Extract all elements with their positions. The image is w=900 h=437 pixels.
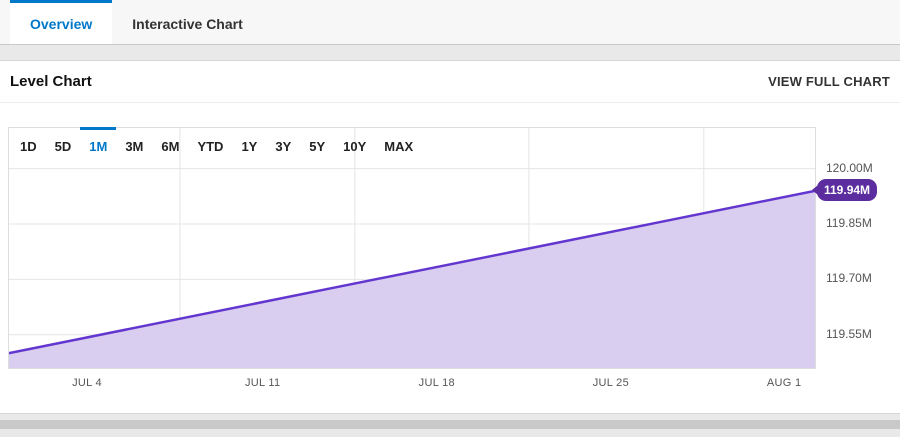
range-button-6m[interactable]: 6M <box>161 139 180 154</box>
x-axis-label: JUL 25 <box>592 377 629 389</box>
tabbar: Overview Interactive Chart <box>0 0 900 45</box>
chart-svg <box>9 128 815 368</box>
range-button-1d[interactable]: 1D <box>20 139 37 154</box>
panel-title: Level Chart <box>10 73 92 90</box>
section-divider-bar <box>0 420 900 429</box>
plot-area[interactable]: 1D 5D 1M 3M 6M YTD 1Y 3Y 5Y 10Y MAX <box>8 127 816 369</box>
range-button-ytd[interactable]: YTD <box>197 139 224 154</box>
range-button-10y[interactable]: 10Y <box>343 139 367 154</box>
x-axis-label: AUG 1 <box>766 377 802 389</box>
range-button-bar: 1D 5D 1M 3M 6M YTD 1Y 3Y 5Y 10Y MAX <box>11 127 422 162</box>
range-button-5d[interactable]: 5D <box>54 139 72 154</box>
panel-header: Level Chart VIEW FULL CHART <box>0 61 900 103</box>
range-button-3y[interactable]: 3Y <box>275 139 292 154</box>
y-axis-label: 119.85M <box>826 216 872 230</box>
last-value-badge: 119.94M <box>817 178 878 201</box>
range-button-3m[interactable]: 3M <box>125 139 144 154</box>
range-button-1y[interactable]: 1Y <box>241 139 258 154</box>
y-axis-label: 119.70M <box>826 271 872 286</box>
x-axis-label: JUL 18 <box>418 377 455 389</box>
range-button-1m[interactable]: 1M <box>80 127 117 162</box>
x-axis: JUL 4 JUL 11 JUL 18 JUL 25 AUG 1 <box>8 369 892 399</box>
x-axis-label: JUL 4 <box>72 377 102 389</box>
x-axis-label: JUL 11 <box>244 377 281 389</box>
tab-overview[interactable]: Overview <box>10 0 113 44</box>
y-axis-label: 120.00M <box>826 160 873 175</box>
y-axis-label: 119.55M <box>826 326 872 341</box>
range-button-5y[interactable]: 5Y <box>309 139 326 154</box>
level-chart-panel: Level Chart VIEW FULL CHART 1D 5D 1M 3M 6M YT… <box>0 60 900 414</box>
range-button-max[interactable]: MAX <box>384 139 414 154</box>
view-full-chart-link[interactable]: VIEW FULL CHART <box>768 74 890 89</box>
tab-interactive-chart[interactable]: Interactive Chart <box>132 15 243 32</box>
